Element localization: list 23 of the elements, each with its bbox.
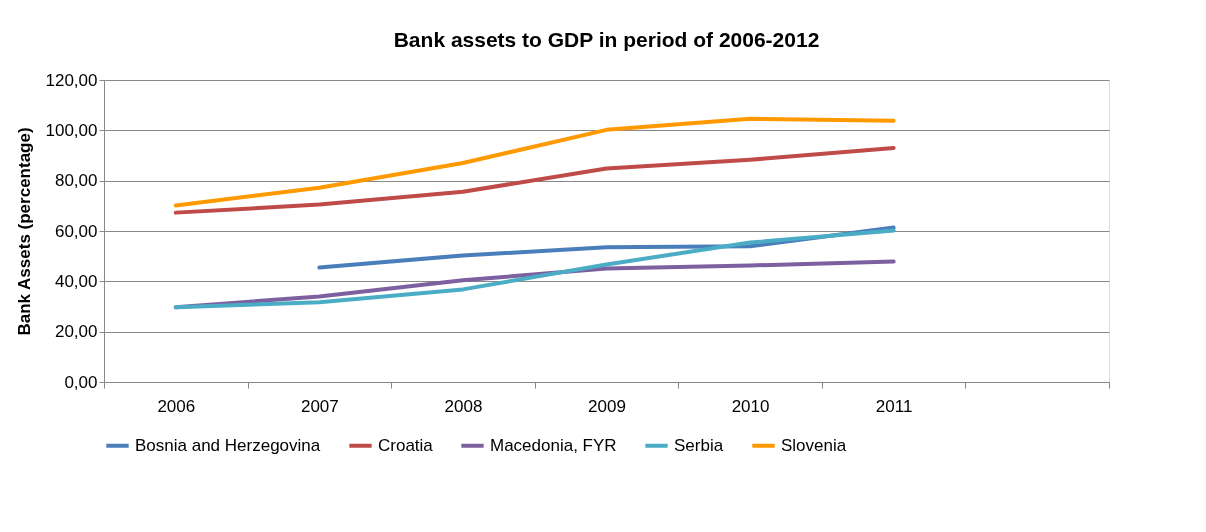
y-tick-label: 40,00 (54, 271, 98, 291)
x-tick-label: 2011 (875, 396, 913, 416)
legend-label: Macedonia, FYR (490, 435, 617, 455)
legend-label: Croatia (378, 435, 434, 455)
x-tick-label: 2007 (300, 396, 339, 416)
x-tick-label: 2006 (157, 396, 196, 416)
line-series (173, 116, 896, 208)
x-tick-label: 2010 (731, 396, 770, 416)
chart-title: Bank assets to GDP in period of 2006-2012 (393, 28, 820, 51)
legend-label: Bosnia and Herzegovina (135, 435, 321, 455)
legend-label: Slovenia (781, 435, 847, 455)
y-tick-label: 0,00 (64, 372, 98, 392)
y-tick-label: 120,00 (45, 70, 98, 90)
y-tick-label: 20,00 (54, 322, 98, 342)
y-tick-label: 80,00 (54, 171, 98, 191)
x-tick-label: 2008 (444, 396, 483, 416)
y-axis-title: Bank Assets (percentage) (14, 127, 34, 336)
y-tick-label: 100,00 (45, 120, 98, 140)
y-tick-label: 60,00 (54, 221, 98, 241)
x-tick-label: 2009 (588, 396, 626, 416)
line-series (173, 145, 896, 215)
legend-label: Serbia (674, 435, 724, 455)
line-series (173, 228, 896, 310)
